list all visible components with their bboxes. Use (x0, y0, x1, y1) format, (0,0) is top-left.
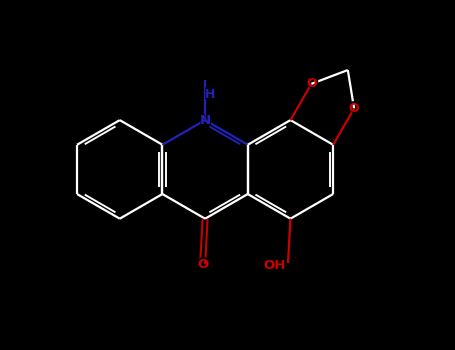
Text: N: N (198, 113, 212, 128)
Text: O: O (306, 77, 317, 90)
Text: O: O (197, 258, 208, 271)
Text: O: O (348, 101, 360, 116)
Text: OH: OH (263, 259, 285, 272)
Text: N: N (200, 114, 211, 127)
Text: O: O (196, 257, 209, 272)
Text: H: H (204, 87, 217, 102)
Text: H: H (205, 88, 215, 101)
Text: O: O (305, 76, 318, 91)
Text: OH: OH (261, 258, 288, 273)
Text: O: O (349, 102, 359, 115)
